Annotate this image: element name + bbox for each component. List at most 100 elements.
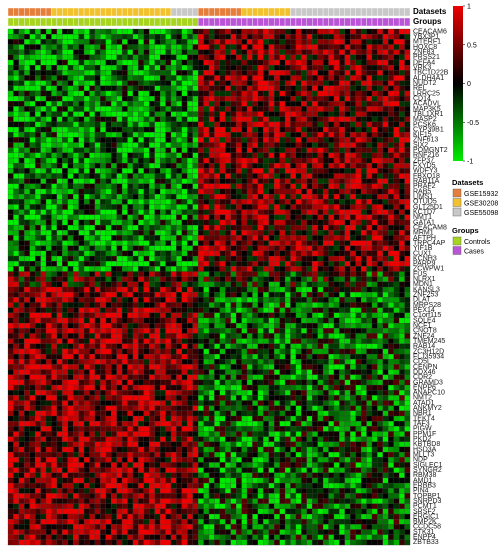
heatmap-cell xyxy=(366,333,373,339)
heatmap-cell xyxy=(154,39,161,45)
heatmap-cell xyxy=(18,276,25,283)
heatmap-cell xyxy=(208,266,215,272)
heatmap-cell xyxy=(295,255,302,262)
heatmap-cell xyxy=(127,235,134,241)
heatmap-cell xyxy=(165,85,172,92)
heatmap-cell xyxy=(393,338,400,344)
heatmap-cell xyxy=(121,245,128,252)
heatmap-cell xyxy=(214,44,221,50)
heatmap-cell xyxy=(94,317,101,324)
heatmap-cell xyxy=(78,281,85,288)
heatmap-cell xyxy=(355,312,362,319)
heatmap-cell xyxy=(263,126,269,133)
heatmap-cell xyxy=(230,163,237,169)
heatmap-cell xyxy=(159,49,166,55)
heatmap-cell xyxy=(263,317,269,324)
heatmap-cell xyxy=(105,359,112,365)
heatmap-cell xyxy=(132,250,139,257)
heatmap-cell xyxy=(333,49,340,55)
heatmap-cell xyxy=(274,28,280,35)
heatmap-cell xyxy=(317,152,324,159)
heatmap-cell xyxy=(73,292,79,298)
heatmap-cell xyxy=(154,209,161,215)
heatmap-cell xyxy=(290,353,297,360)
heatmap-cell xyxy=(377,188,384,195)
heatmap-cell xyxy=(371,204,378,210)
group-annotation-cell xyxy=(257,17,264,27)
heatmap-cell xyxy=(111,343,117,350)
heatmap-cell xyxy=(230,39,237,45)
heatmap-cell xyxy=(339,271,345,277)
heatmap-cell xyxy=(301,359,307,365)
heatmap-cell xyxy=(94,80,101,86)
heatmap-cell xyxy=(138,353,144,360)
heatmap-cell xyxy=(116,157,123,164)
heatmap-cell xyxy=(51,163,58,169)
heatmap-cell xyxy=(339,261,345,267)
heatmap-cell xyxy=(366,302,373,308)
heatmap-cell xyxy=(230,348,237,355)
heatmap-cell xyxy=(18,39,25,45)
heatmap-cell xyxy=(89,266,96,272)
heatmap-cell xyxy=(111,183,117,190)
heatmap-cell xyxy=(56,111,63,117)
heatmap-cell xyxy=(214,328,221,334)
heatmap-cell xyxy=(301,292,307,298)
heatmap-cell xyxy=(176,193,183,200)
heatmap-cell xyxy=(116,292,123,298)
group-annotation-cell xyxy=(235,17,242,27)
heatmap-cell xyxy=(198,157,204,164)
heatmap-cell xyxy=(67,292,74,298)
heatmap-cell xyxy=(230,75,237,81)
heatmap-cell xyxy=(132,209,139,215)
heatmap-cell xyxy=(29,338,36,344)
heatmap-cell xyxy=(83,121,90,128)
heatmap-cell xyxy=(127,106,134,112)
heatmap-cell xyxy=(360,111,367,117)
heatmap-cell xyxy=(339,75,345,81)
heatmap-cell xyxy=(355,95,362,102)
heatmap-cell xyxy=(105,240,112,246)
heatmap-cell xyxy=(306,338,313,344)
heatmap-cell xyxy=(301,322,307,329)
heatmap-cell xyxy=(214,281,221,288)
heatmap-cell xyxy=(116,224,123,231)
heatmap-cell xyxy=(306,348,313,355)
heatmap-cell xyxy=(89,204,96,210)
heatmap-cell xyxy=(127,240,134,246)
heatmap-cell xyxy=(40,364,47,370)
heatmap-cell xyxy=(279,255,286,262)
heatmap-cell xyxy=(13,188,20,195)
heatmap-cell xyxy=(192,292,199,298)
heatmap-cell xyxy=(45,338,52,344)
heatmap-cell xyxy=(116,126,123,133)
heatmap-cell xyxy=(284,281,291,288)
heatmap-cell xyxy=(350,333,356,339)
heatmap-cell xyxy=(355,224,362,231)
heatmap-cell xyxy=(203,85,210,92)
heatmap-cell xyxy=(214,90,221,97)
heatmap-cell xyxy=(7,245,14,252)
heatmap-cell xyxy=(138,348,144,355)
heatmap-cell xyxy=(29,101,36,107)
heatmap-cell xyxy=(306,152,313,159)
dataset-annotation-cell xyxy=(219,7,226,17)
heatmap-cell xyxy=(252,271,259,277)
heatmap-cell xyxy=(333,147,340,154)
heatmap-cell xyxy=(295,132,302,138)
heatmap-cell xyxy=(322,95,329,102)
heatmap-cell xyxy=(312,193,318,200)
heatmap-cell xyxy=(371,39,378,45)
heatmap-cell xyxy=(274,95,280,102)
heatmap-cell xyxy=(295,54,302,61)
heatmap-cell xyxy=(208,54,215,61)
heatmap-cell xyxy=(56,281,63,288)
heatmap-cell xyxy=(45,75,52,81)
heatmap-cell xyxy=(312,224,318,231)
heatmap-cell xyxy=(181,214,188,221)
heatmap-cell xyxy=(339,44,345,50)
heatmap-cell xyxy=(35,70,41,76)
heatmap-cell xyxy=(290,126,297,133)
heatmap-cell xyxy=(290,199,297,205)
heatmap-cell xyxy=(306,163,313,169)
